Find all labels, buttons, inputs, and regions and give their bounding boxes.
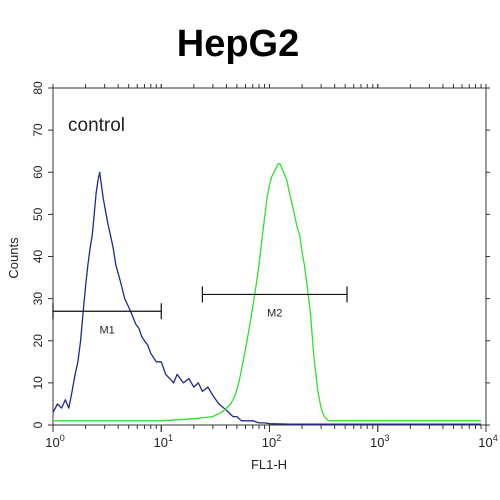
x-tick-label: 103: [370, 433, 389, 450]
y-tick-label: 20: [31, 334, 45, 348]
marker-label: M2: [267, 307, 282, 319]
y-tick-label: 50: [31, 207, 45, 221]
y-tick-label: 0: [31, 421, 45, 428]
y-axis: 0 10 20 30 40 50 60 70 80: [31, 81, 490, 428]
series-group: [52, 163, 481, 425]
marker-group: M1 M2: [52, 286, 348, 336]
y-tick-label: 10: [31, 376, 45, 390]
marker-label: M1: [99, 324, 114, 336]
control-histogram-line: [52, 171, 481, 425]
x-tick-label: 104: [478, 433, 497, 450]
marker-m2: M2: [201, 286, 348, 319]
x-tick-label: 102: [262, 433, 281, 450]
x-tick-label: 101: [154, 433, 173, 450]
control-annotation: control: [68, 115, 125, 136]
y-tick-label: 70: [31, 123, 45, 137]
y-tick-label: 40: [31, 250, 45, 264]
x-axis: 100 101 102 103 104: [45, 84, 498, 450]
y-tick-label: 60: [31, 165, 45, 179]
y-tick-label: 80: [31, 81, 45, 95]
chart-title: HepG2: [177, 23, 299, 65]
x-tick-label: 100: [45, 433, 64, 450]
y-tick-label: 30: [31, 292, 45, 306]
plot-frame: [52, 87, 487, 426]
sample-histogram-line: [53, 163, 481, 422]
marker-m1: M1: [52, 303, 162, 336]
x-axis-label: FL1-H: [251, 457, 287, 472]
y-axis-label: Counts: [6, 237, 21, 279]
